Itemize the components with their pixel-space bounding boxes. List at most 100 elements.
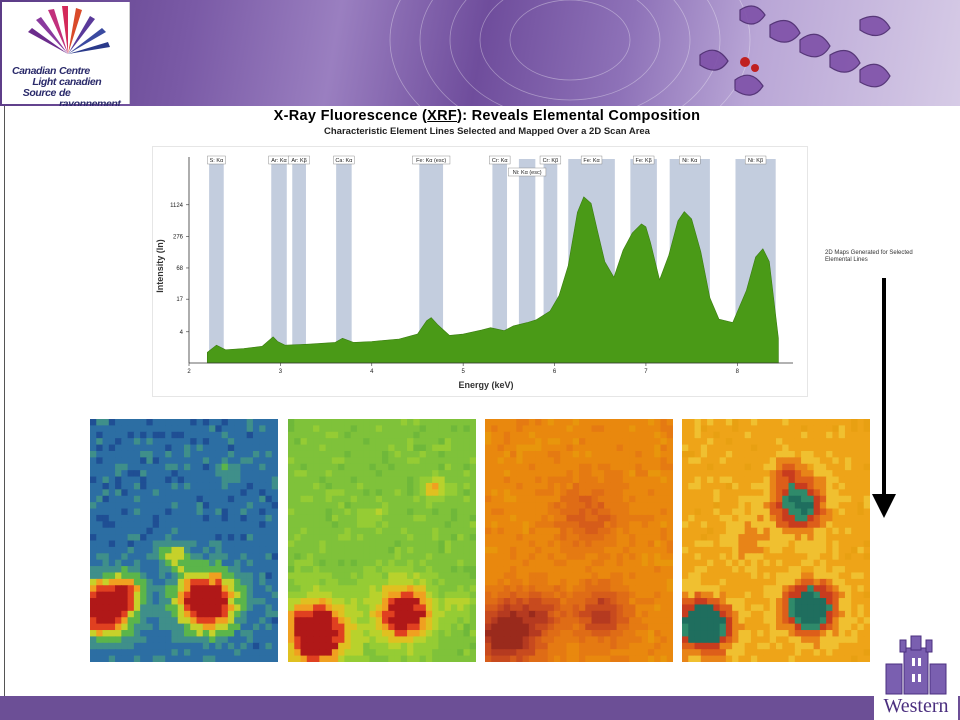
map-cell — [265, 617, 273, 625]
map-cell — [331, 534, 339, 542]
map-cell — [382, 585, 389, 593]
map-cell — [457, 476, 465, 484]
map-cell — [719, 655, 727, 662]
map-cell — [863, 431, 870, 439]
map-cell — [826, 419, 833, 426]
map-cell — [221, 419, 229, 426]
map-cell — [660, 578, 668, 586]
map-cell — [165, 649, 173, 657]
map-cell — [432, 630, 439, 638]
map-cell — [597, 572, 605, 580]
map-cell — [133, 527, 141, 535]
map-cell — [682, 431, 689, 439]
map-cell — [572, 470, 580, 478]
map-cell — [388, 457, 396, 465]
map-cell — [209, 649, 216, 657]
map-cell — [271, 502, 278, 510]
map-cell — [485, 585, 492, 593]
map-cell — [96, 508, 104, 516]
map-cell — [516, 553, 524, 561]
map-cell — [252, 630, 260, 638]
map-cell — [844, 463, 852, 471]
map-cell — [610, 527, 618, 535]
map-cell — [819, 572, 827, 580]
map-cell — [744, 578, 752, 586]
map-cell — [819, 578, 827, 586]
map-cell — [184, 534, 191, 542]
map-cell — [121, 540, 129, 548]
map-cell — [288, 604, 295, 612]
map-cell — [234, 649, 241, 657]
map-cell — [857, 438, 865, 446]
map-cell — [707, 655, 714, 662]
map-cell — [682, 495, 689, 503]
map-cell — [432, 623, 439, 631]
map-cell — [450, 502, 458, 510]
map-cell — [635, 578, 643, 586]
map-cell — [184, 470, 191, 478]
map-cell — [553, 508, 561, 516]
map-cell — [121, 482, 129, 490]
map-cell — [271, 604, 278, 612]
map-cell — [313, 572, 320, 580]
map-cell — [215, 534, 223, 542]
map-cell — [707, 419, 714, 426]
map-cell — [221, 566, 229, 574]
map-cell — [647, 470, 655, 478]
map-cell — [140, 566, 147, 574]
map-cell — [202, 444, 210, 452]
map-cell — [560, 457, 568, 465]
map-cell — [516, 438, 524, 446]
map-cell — [528, 508, 536, 516]
slide-title: X-Ray Fluorescence (XRF): Reveals Elemen… — [0, 108, 960, 124]
map-cell — [215, 450, 223, 458]
map-cell — [838, 610, 846, 618]
map-cell — [591, 419, 599, 426]
map-cell — [813, 585, 821, 593]
map-cell — [560, 617, 568, 625]
map-cell — [432, 419, 439, 426]
map-cell — [654, 655, 662, 662]
map-cell — [227, 591, 235, 599]
map-cell — [108, 438, 116, 446]
map-cell — [394, 514, 402, 522]
map-cell — [732, 534, 739, 542]
map-cell — [757, 585, 765, 593]
map-cell — [682, 514, 689, 522]
map-cell — [338, 482, 345, 490]
map-cell — [457, 444, 465, 452]
map-cell — [375, 630, 383, 638]
map-cell — [763, 540, 771, 548]
map-cell — [682, 623, 689, 631]
map-cell — [294, 476, 302, 484]
map-cell — [394, 431, 402, 439]
map-cell — [579, 463, 586, 471]
map-cell — [844, 604, 852, 612]
map-cell — [419, 591, 427, 599]
map-cell — [425, 502, 433, 510]
map-cell — [604, 470, 611, 478]
map-cell — [641, 495, 649, 503]
map-cell — [121, 489, 129, 497]
map-cell — [604, 604, 611, 612]
map-cell — [510, 553, 517, 561]
map-cell — [382, 482, 389, 490]
map-cell — [535, 540, 542, 548]
map-cell — [528, 591, 536, 599]
map-cell — [356, 457, 364, 465]
map-cell — [491, 585, 499, 593]
map-cell — [209, 419, 216, 426]
map-cell — [629, 566, 636, 574]
map-cell — [732, 495, 739, 503]
map-cell — [794, 419, 802, 426]
map-cell — [121, 508, 129, 516]
map-cell — [719, 604, 727, 612]
map-cell — [572, 566, 580, 574]
map-cell — [666, 553, 673, 561]
map-cell — [319, 630, 327, 638]
map-cell — [400, 598, 408, 606]
map-cell — [807, 419, 815, 426]
map-cell — [306, 591, 314, 599]
map-cell — [444, 514, 452, 522]
map-cell — [90, 540, 97, 548]
